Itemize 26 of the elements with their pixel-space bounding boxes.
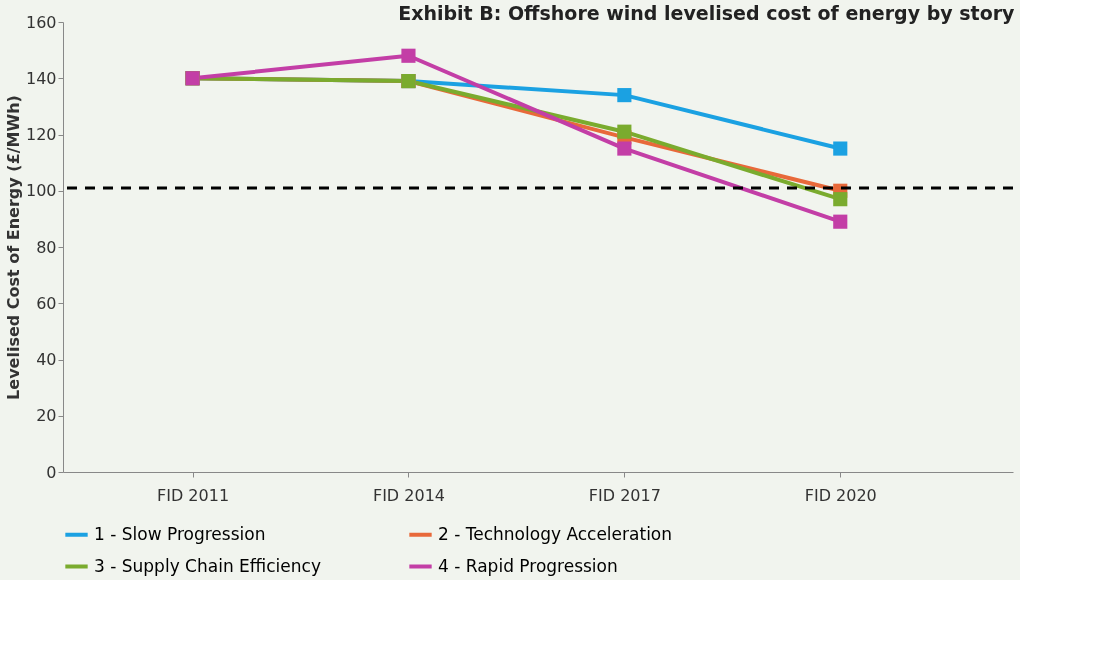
point <box>617 88 632 103</box>
x-tick-label: FID 2017 <box>588 485 661 505</box>
point <box>833 192 848 207</box>
legend-label: 1 - Slow Progression <box>94 523 266 544</box>
point <box>833 214 848 229</box>
legend-label: 2 - Technology Acceleration <box>438 523 673 544</box>
y-tick-label: 60 <box>36 293 57 313</box>
point <box>833 141 848 156</box>
x-tick-label: FID 2011 <box>157 485 230 505</box>
legend-label: 3 - Supply Chain Efficiency <box>94 555 321 576</box>
y-tick-label: 0 <box>46 462 57 482</box>
point <box>617 124 632 139</box>
chart-title: Exhibit B: Offshore wind levelised cost of energy by story <box>398 2 1016 24</box>
point <box>401 48 416 63</box>
point <box>617 141 632 156</box>
y-tick-label: 40 <box>36 350 57 369</box>
y-tick-label: 100 <box>25 181 57 201</box>
y-tick-label: 120 <box>25 125 57 144</box>
y-axis-title: Levelised Cost of Energy (£/MWh) <box>3 95 23 400</box>
y-tick-label: 140 <box>25 68 57 88</box>
legend-label: 4 - Rapid Progression <box>438 555 618 576</box>
x-tick-label: FID 2020 <box>804 485 877 505</box>
x-tick-label: FID 2014 <box>372 485 445 505</box>
y-tick-label: 20 <box>36 406 57 426</box>
y-tick-label: 160 <box>25 12 57 32</box>
y-tick-label: 80 <box>36 237 57 257</box>
